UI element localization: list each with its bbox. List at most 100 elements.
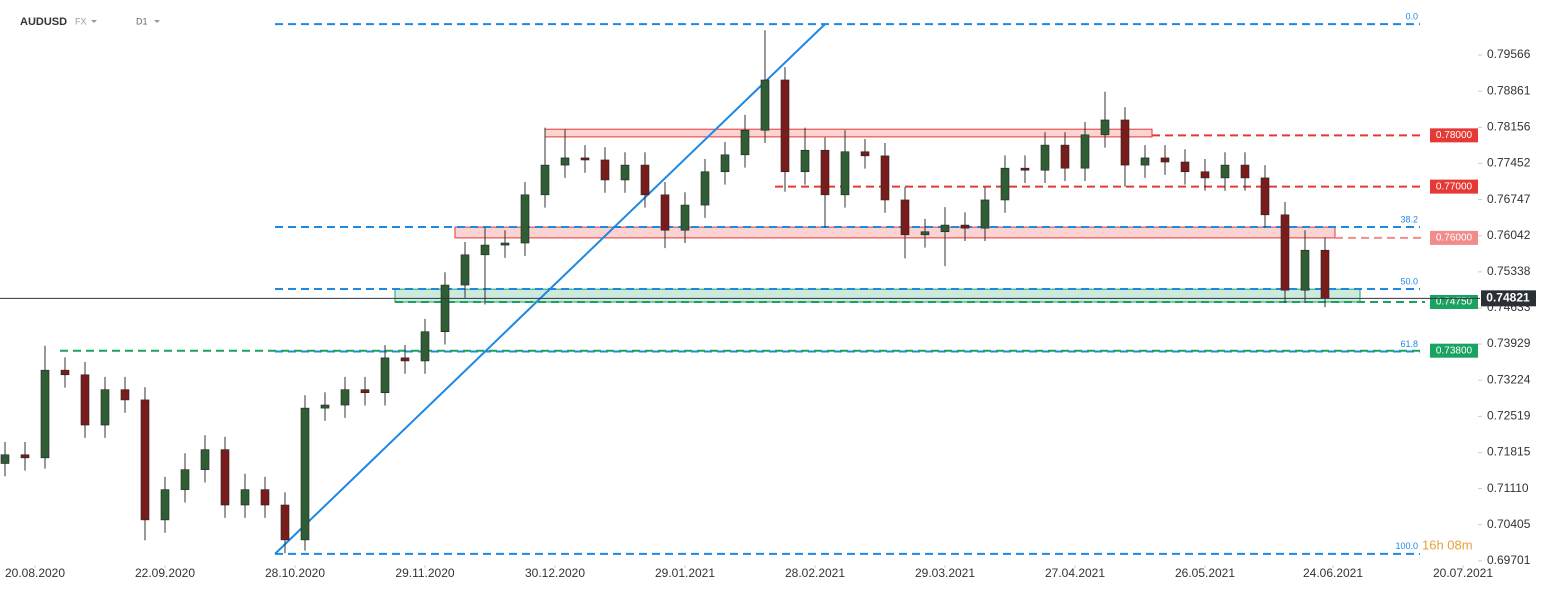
y-tick-label: 0.75338: [1487, 264, 1531, 278]
candle-body: [1160, 157, 1170, 163]
y-tick-label: 0.71815: [1487, 445, 1531, 459]
candle-body: [220, 449, 230, 506]
fib-label: 61.8: [1400, 339, 1418, 349]
dropdown-arrow[interactable]: [91, 20, 97, 23]
candle-body: [1080, 134, 1090, 169]
candle-body: [680, 204, 690, 231]
candle-body: [880, 155, 890, 201]
candle-body: [900, 199, 910, 236]
candle-body: [100, 389, 110, 426]
candle-body: [1220, 164, 1230, 179]
candle-body: [320, 404, 330, 409]
dropdown-arrow[interactable]: [154, 20, 160, 23]
x-tick-label: 24.06.2021: [1303, 566, 1363, 580]
candle-body: [700, 171, 710, 206]
candle-body: [200, 449, 210, 470]
y-tick-label: 0.73224: [1487, 372, 1531, 386]
candle-body: [1300, 249, 1310, 291]
candle-body: [920, 231, 930, 236]
candle-body: [60, 369, 70, 376]
price-level-label: 0.76000: [1436, 233, 1473, 244]
candle-body: [780, 79, 790, 173]
candle-body: [560, 157, 570, 166]
fib-label: 38.2: [1400, 214, 1418, 224]
candle-body: [960, 224, 970, 229]
x-tick-label: 29.03.2021: [915, 566, 975, 580]
y-tick-label: 0.70405: [1487, 517, 1531, 531]
market: FX: [75, 16, 87, 26]
x-tick-label: 20.07.2021: [1433, 566, 1493, 580]
y-tick-label: 0.79566: [1487, 47, 1531, 61]
timer: 16h 08m: [1422, 537, 1473, 552]
candle-body: [1100, 119, 1110, 136]
x-tick-label: 22.09.2020: [135, 566, 195, 580]
candle-body: [1320, 249, 1330, 299]
candle-body: [720, 154, 730, 173]
candle-body: [1240, 164, 1250, 179]
x-tick-label: 27.04.2021: [1045, 566, 1105, 580]
candle-body: [800, 149, 810, 173]
candle-body: [600, 159, 610, 181]
candle-body: [580, 157, 590, 161]
candle-body: [840, 151, 850, 196]
price-level-box: [1430, 179, 1478, 194]
x-tick-label: 29.01.2021: [655, 566, 715, 580]
candle-body: [540, 164, 550, 196]
candle-body: [740, 129, 750, 156]
fib-label: 50.0: [1400, 276, 1418, 286]
y-tick-label: 0.76747: [1487, 192, 1531, 206]
current-price-label: 0.74821: [1486, 291, 1530, 305]
candle-body: [120, 389, 130, 401]
y-tick-label: 0.69701: [1487, 553, 1531, 567]
y-tick-label: 0.78861: [1487, 83, 1531, 97]
candle-body: [1020, 167, 1030, 171]
symbol[interactable]: AUDUSD: [20, 16, 67, 28]
candle-body: [20, 454, 30, 459]
candle-body: [360, 389, 370, 394]
candle-body: [760, 79, 770, 131]
x-tick-label: 28.02.2021: [785, 566, 845, 580]
y-tick-label: 0.73929: [1487, 336, 1531, 350]
candle-body: [400, 357, 410, 362]
price-level-label: 0.78000: [1436, 130, 1473, 141]
candle-body: [1180, 161, 1190, 173]
candle-body: [40, 369, 50, 459]
y-tick-label: 0.76042: [1487, 228, 1531, 242]
candle-body: [940, 224, 950, 233]
price-level-label: 0.73800: [1436, 345, 1473, 356]
candle-body: [260, 489, 270, 506]
candle-body: [500, 242, 510, 246]
price-level-label: 0.77000: [1436, 181, 1473, 192]
candle-body: [480, 244, 490, 256]
candle-body: [860, 151, 870, 157]
candle-body: [440, 284, 450, 333]
candle-body: [240, 489, 250, 506]
candle-body: [1140, 157, 1150, 166]
x-tick-label: 28.10.2020: [265, 566, 325, 580]
candle-body: [520, 194, 530, 244]
candle-body: [180, 469, 190, 490]
candle-body: [300, 407, 310, 541]
candle-body: [340, 389, 350, 406]
candle-body: [660, 194, 670, 231]
candle-body: [280, 504, 290, 541]
candle-body: [1060, 144, 1070, 169]
candle-body: [140, 399, 150, 521]
trendline: [274, 23, 826, 555]
price-level-box: [1430, 128, 1478, 143]
x-tick-label: 29.11.2020: [395, 566, 454, 580]
candle-body: [460, 254, 470, 286]
candle-body: [820, 149, 830, 196]
timeframe[interactable]: D1: [136, 16, 148, 26]
candle-body: [1280, 214, 1290, 291]
y-tick-label: 0.77452: [1487, 156, 1531, 170]
candle-body: [620, 164, 630, 181]
zone: [454, 226, 1336, 239]
x-tick-label: 30.12.2020: [525, 566, 585, 580]
y-tick-label: 0.78156: [1487, 120, 1531, 134]
fib-label: 100.0: [1395, 541, 1418, 551]
y-tick-label: 0.71110: [1487, 481, 1529, 495]
candle-body: [160, 489, 170, 521]
candle-body: [640, 164, 650, 196]
